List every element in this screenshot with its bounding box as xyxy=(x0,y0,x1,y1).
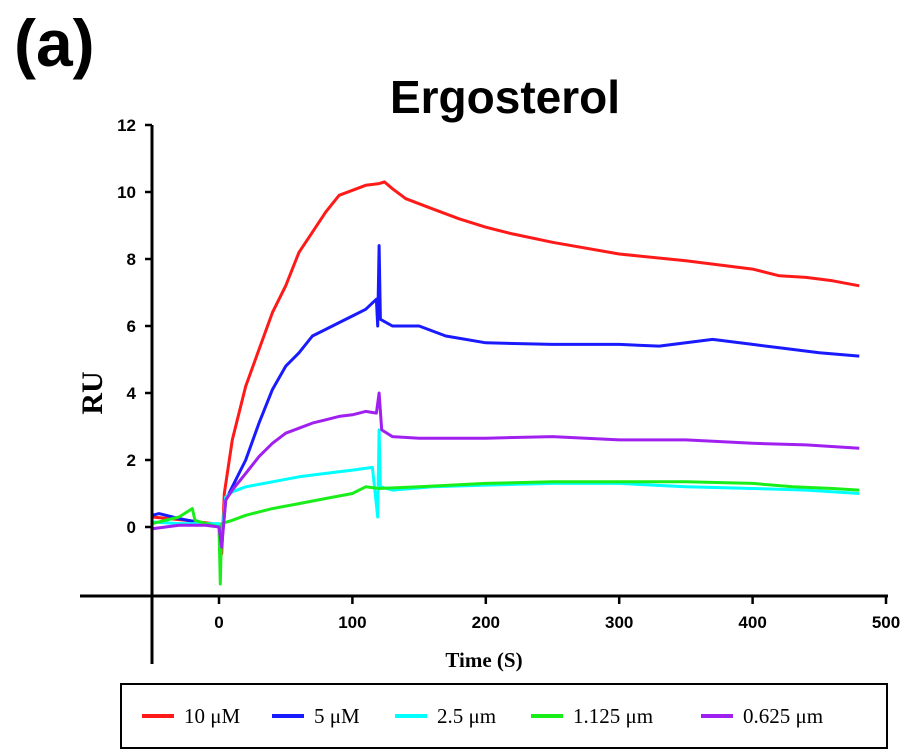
x-tick-label: 0 xyxy=(214,613,223,632)
y-ticks: 0 2 4 6 8 10 12 xyxy=(117,116,152,537)
y-tick-label: 4 xyxy=(127,384,137,403)
series-line-0 xyxy=(152,182,859,554)
chart: Ergosterol 0 2 4 6 8 10 12 0 100 200 300 400 500 Ti… xyxy=(0,0,916,756)
legend-label-4: 0.625 μm xyxy=(743,704,823,728)
series-line-1 xyxy=(152,246,859,544)
legend-label-0: 10 μM xyxy=(184,704,241,728)
legend-label-2: 2.5 μm xyxy=(437,704,496,728)
y-tick-label: 6 xyxy=(127,317,136,336)
chart-title: Ergosterol xyxy=(390,71,620,123)
x-tick-label: 200 xyxy=(472,613,500,632)
x-tick-label: 500 xyxy=(872,613,900,632)
x-tick-label: 400 xyxy=(738,613,766,632)
y-tick-label: 2 xyxy=(127,451,136,470)
series-line-4 xyxy=(152,393,859,547)
y-tick-label: 12 xyxy=(117,116,136,135)
series-line-3 xyxy=(152,482,859,584)
x-ticks: 0 100 200 300 400 500 xyxy=(214,596,900,632)
plot-lines xyxy=(152,182,859,584)
y-tick-label: 10 xyxy=(117,183,136,202)
x-axis-title: Time (S) xyxy=(445,648,522,672)
legend-label-3: 1.125 μm xyxy=(573,704,653,728)
legend-label-1: 5 μM xyxy=(314,704,360,728)
x-tick-label: 300 xyxy=(605,613,633,632)
x-tick-label: 100 xyxy=(338,613,366,632)
y-tick-label: 0 xyxy=(127,518,136,537)
y-axis-title: RU xyxy=(76,371,109,414)
y-tick-label: 8 xyxy=(127,250,136,269)
